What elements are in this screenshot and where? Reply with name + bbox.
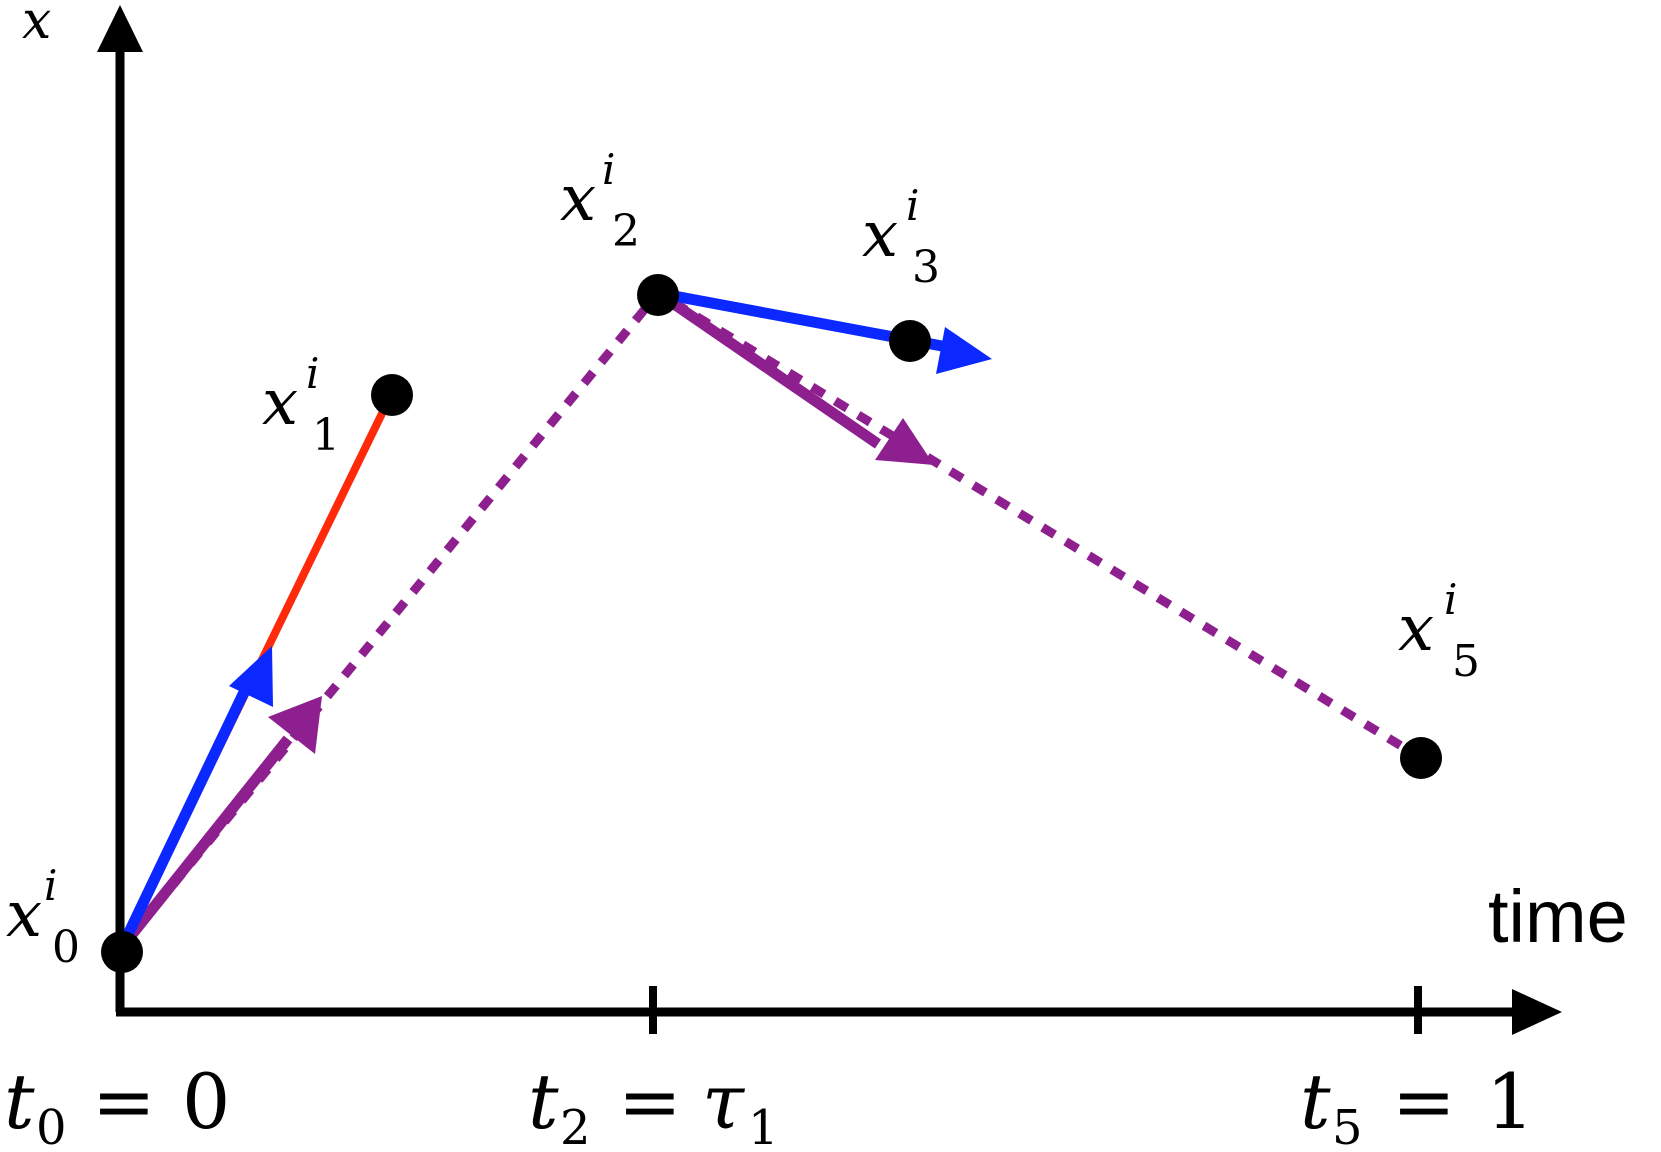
svg-text:0: 0 <box>36 1100 67 1152</box>
svg-text:x: x <box>560 162 596 236</box>
point-x3 <box>889 320 931 362</box>
svg-text:x: x <box>6 878 42 952</box>
purple-arrowhead-2 <box>875 418 934 465</box>
svg-text:x: x <box>862 198 898 272</box>
svg-text:τ: τ <box>702 1057 746 1146</box>
point-x1 <box>371 374 413 416</box>
svg-text:i: i <box>44 861 57 910</box>
tick-label-t2: t 2 = τ 1 <box>528 1057 779 1152</box>
svg-text:=: = <box>618 1057 682 1146</box>
svg-text:t: t <box>1300 1057 1331 1146</box>
svg-text:0: 0 <box>182 1057 230 1146</box>
purple-arrowhead-1 <box>268 696 322 754</box>
svg-text:x: x <box>1398 592 1434 666</box>
svg-text:i: i <box>906 181 919 230</box>
svg-text:t: t <box>528 1057 559 1146</box>
y-axis-arrowhead <box>97 5 143 52</box>
blue-arrowhead-1 <box>229 646 273 707</box>
point-x0 <box>101 931 143 973</box>
svg-text:i: i <box>1444 575 1457 624</box>
tick-label-t5: t 5 = 1 <box>1300 1057 1534 1152</box>
point-x2 <box>637 274 679 316</box>
purple-arrow-shaft-1 <box>117 735 293 951</box>
svg-text:1: 1 <box>1486 1057 1534 1146</box>
axes <box>97 5 1562 1035</box>
svg-text:5: 5 <box>1332 1100 1363 1152</box>
x-axis-arrowhead <box>1512 989 1562 1035</box>
svg-text:2: 2 <box>560 1100 591 1152</box>
label-x1: x i 1 <box>262 349 340 461</box>
label-x2: x i 2 <box>560 145 640 257</box>
svg-text:5: 5 <box>1452 636 1480 687</box>
svg-text:2: 2 <box>612 206 640 257</box>
label-x3: x i 3 <box>862 181 940 293</box>
tick-label-t0: t 0 = 0 <box>4 1057 230 1152</box>
blue-arrow-shaft-1 <box>117 685 251 950</box>
x-axis-label: time <box>1488 875 1628 958</box>
svg-text:x: x <box>262 366 298 440</box>
svg-text:3: 3 <box>912 242 940 293</box>
svg-text:1: 1 <box>312 410 340 461</box>
svg-text:i: i <box>306 349 319 398</box>
label-x0: x i 0 <box>6 861 80 973</box>
svg-text:=: = <box>92 1057 156 1146</box>
svg-text:i: i <box>602 145 615 194</box>
blue-arrowhead-2 <box>936 327 992 374</box>
svg-text:0: 0 <box>52 922 80 973</box>
svg-text:1: 1 <box>748 1100 779 1152</box>
purple-arrow-shaft-2 <box>654 288 882 449</box>
label-x5: x i 5 <box>1398 575 1480 687</box>
y-axis-label: x <box>22 0 51 51</box>
svg-text:=: = <box>1392 1057 1456 1146</box>
svg-text:t: t <box>4 1057 35 1146</box>
point-x5 <box>1400 737 1442 779</box>
